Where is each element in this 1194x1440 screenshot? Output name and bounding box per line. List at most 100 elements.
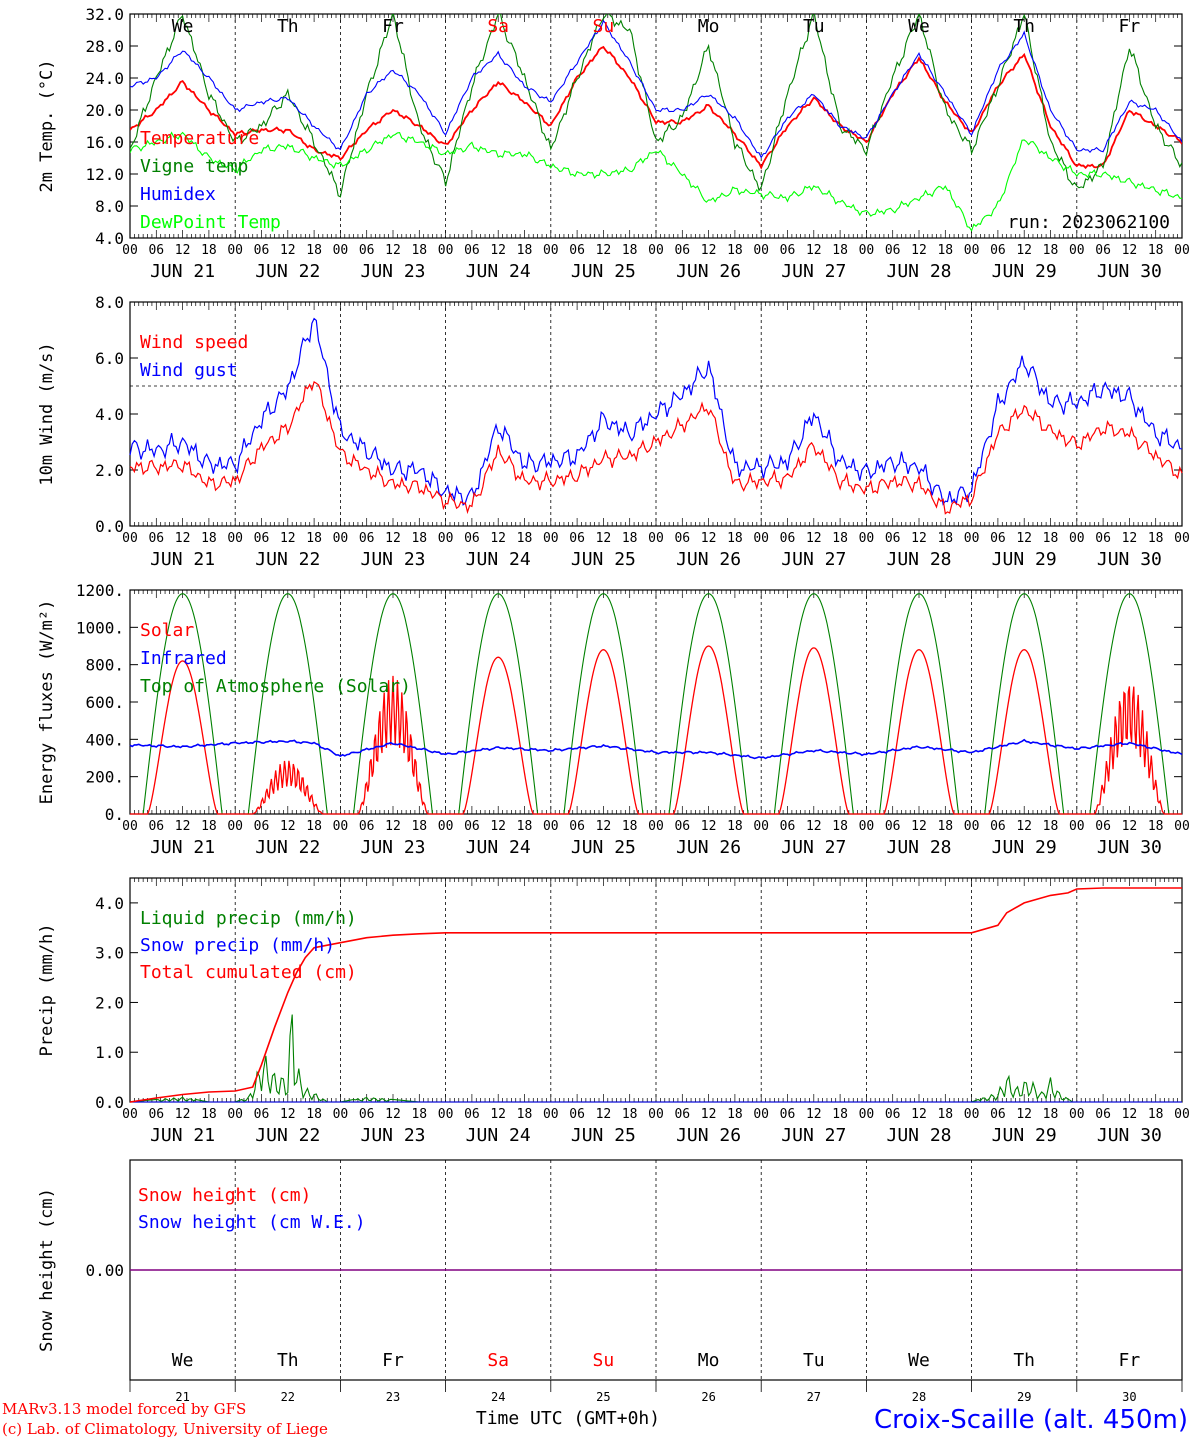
y-tick-label: 400. — [85, 730, 124, 749]
y-tick-label: 8.0 — [95, 197, 124, 216]
x-hour-label: 18 — [727, 531, 743, 546]
x-hour-label: 00 — [1069, 531, 1085, 546]
plot-frame — [129, 301, 1183, 527]
y-tick-label: 3.0 — [95, 944, 124, 963]
y-tick-label: 24.0 — [85, 69, 124, 88]
legend-entry: Top of Atmosphere (Solar) — [140, 676, 411, 697]
x-hour-label: 18 — [1148, 1107, 1164, 1122]
x-hour-label: 12 — [385, 819, 401, 834]
x-hour-label: 12 — [385, 531, 401, 546]
x-hour-label: 12 — [175, 531, 191, 546]
y-axis-label: 10m Wind (m/s) — [37, 342, 57, 485]
x-hour-label: 12 — [701, 531, 717, 546]
x-date-label: JUN 29 — [992, 549, 1057, 570]
x-hour-label: 00 — [859, 819, 875, 834]
x-hour-label: 06 — [464, 531, 480, 546]
x-date-label: JUN 27 — [781, 261, 846, 282]
x-date-label: JUN 23 — [360, 1125, 425, 1146]
x-hour-label: 00 — [1174, 1107, 1190, 1122]
x-hour-label: 18 — [517, 243, 533, 258]
x-hour-label: 12 — [596, 819, 612, 834]
x-hour-label: 12 — [806, 243, 822, 258]
day-label: Th — [1013, 16, 1035, 37]
x-hour-label: 12 — [806, 819, 822, 834]
x-hour-label: 18 — [1043, 819, 1059, 834]
x-hour-label: 00 — [1174, 531, 1190, 546]
y-tick-label: 2.0 — [95, 993, 124, 1012]
x-date-label: JUN 22 — [255, 549, 320, 570]
x-date-label: JUN 25 — [571, 837, 636, 858]
x-hour-label: 12 — [596, 243, 612, 258]
x-hour-label: 18 — [622, 243, 638, 258]
x-hour-label: 06 — [674, 819, 690, 834]
x-hour-label: 12 — [175, 819, 191, 834]
day-label: We — [172, 16, 194, 37]
x-hour-label: 18 — [411, 531, 427, 546]
panel-3: 00 06 12 18 00 06 12 18 00 06 12 18 00 06 12 18 00 06 12 18… — [37, 581, 1190, 858]
series-line-wind-speed — [129, 380, 1183, 515]
y-tick-label: 4.0 — [95, 894, 124, 913]
x-hour-label: 18 — [306, 243, 322, 258]
x-hour-label: 00 — [1174, 819, 1190, 834]
x-hour-label: 06 — [254, 819, 270, 834]
x-hour-label: 18 — [937, 819, 953, 834]
x-hour-label: 18 — [517, 531, 533, 546]
x-hour-label: 18 — [832, 243, 848, 258]
day-number: 27 — [807, 1390, 821, 1404]
x-hour-label: 00 — [543, 819, 559, 834]
legend-entry: Wind gust — [140, 360, 238, 381]
x-hour-label: 00 — [333, 819, 349, 834]
x-date-label: JUN 25 — [571, 549, 636, 570]
x-hour-label: 18 — [306, 531, 322, 546]
x-date-label: JUN 30 — [1097, 549, 1162, 570]
x-hour-label: 06 — [990, 531, 1006, 546]
series-line-solar — [130, 645, 1182, 815]
day-label: Su — [593, 16, 615, 37]
x-hour-label: 00 — [964, 243, 980, 258]
x-hour-label: 00 — [438, 243, 454, 258]
x-hour-label: 00 — [859, 531, 875, 546]
day-label: Sa — [487, 1350, 509, 1371]
x-hour-label: 06 — [148, 243, 164, 258]
x-hour-label: 06 — [569, 1107, 585, 1122]
x-hour-label: 18 — [517, 1107, 533, 1122]
x-date-label: JUN 30 — [1097, 837, 1162, 858]
x-hour-label: 12 — [806, 531, 822, 546]
day-number: 21 — [175, 1390, 189, 1404]
x-hour-label: 00 — [859, 243, 875, 258]
x-hour-label: 18 — [832, 531, 848, 546]
y-tick-label: 28.0 — [85, 37, 124, 56]
day-number: 23 — [386, 1390, 400, 1404]
legend-entry: Snow height (cm W.E.) — [138, 1212, 366, 1233]
y-tick-label: 2.0 — [95, 461, 124, 480]
x-hour-label: 06 — [359, 531, 375, 546]
x-date-label: JUN 30 — [1097, 261, 1162, 282]
x-hour-label: 06 — [990, 243, 1006, 258]
day-label: Fr — [1119, 16, 1141, 37]
x-hour-label: 06 — [254, 531, 270, 546]
x-hour-label: 12 — [701, 1107, 717, 1122]
day-number: 28 — [912, 1390, 926, 1404]
x-hour-label: 18 — [201, 819, 217, 834]
x-hour-label: 18 — [832, 819, 848, 834]
x-date-label: JUN 24 — [466, 837, 531, 858]
x-hour-label: 00 — [122, 531, 138, 546]
x-hour-label: 18 — [937, 243, 953, 258]
y-tick-label: 8.0 — [95, 293, 124, 312]
x-hour-label: 00 — [227, 531, 243, 546]
x-hour-label: 06 — [990, 1107, 1006, 1122]
x-date-label: JUN 28 — [886, 549, 951, 570]
x-hour-label: 00 — [753, 1107, 769, 1122]
legend-entry: Vigne temp — [140, 156, 248, 177]
x-hour-label: 06 — [885, 531, 901, 546]
x-hour-label: 18 — [306, 1107, 322, 1122]
plot-frame — [129, 13, 1183, 239]
x-hour-label: 00 — [964, 1107, 980, 1122]
x-hour-label: 06 — [464, 819, 480, 834]
x-hour-label: 00 — [753, 531, 769, 546]
x-hour-label: 12 — [490, 531, 506, 546]
x-hour-label: 06 — [569, 243, 585, 258]
x-hour-label: 18 — [622, 819, 638, 834]
y-tick-label: 1200. — [76, 581, 124, 600]
y-tick-label: 32.0 — [85, 5, 124, 24]
